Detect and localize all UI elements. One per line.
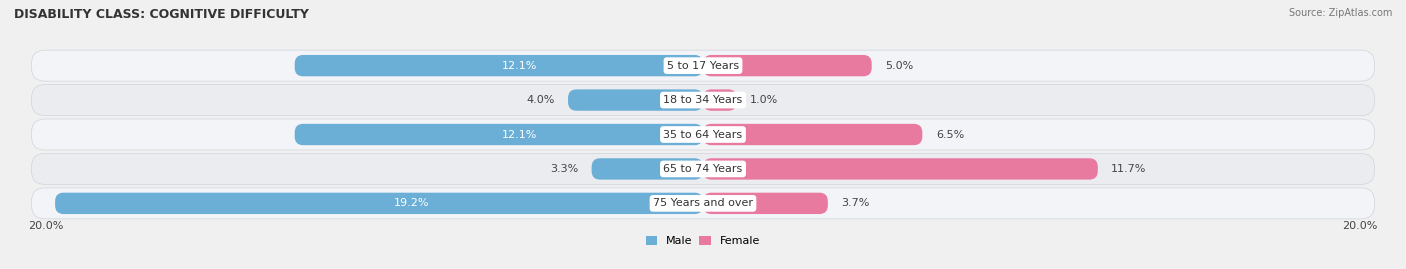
Text: Source: ZipAtlas.com: Source: ZipAtlas.com — [1288, 8, 1392, 18]
Text: 1.0%: 1.0% — [751, 95, 779, 105]
FancyBboxPatch shape — [592, 158, 703, 180]
Text: 18 to 34 Years: 18 to 34 Years — [664, 95, 742, 105]
FancyBboxPatch shape — [703, 89, 737, 111]
FancyBboxPatch shape — [55, 193, 703, 214]
Text: 12.1%: 12.1% — [502, 129, 537, 140]
Text: 65 to 74 Years: 65 to 74 Years — [664, 164, 742, 174]
FancyBboxPatch shape — [31, 153, 1375, 185]
FancyBboxPatch shape — [703, 158, 1098, 180]
FancyBboxPatch shape — [31, 119, 1375, 150]
Legend: Male, Female: Male, Female — [647, 236, 759, 246]
FancyBboxPatch shape — [295, 124, 703, 145]
Text: 6.5%: 6.5% — [936, 129, 965, 140]
Text: 12.1%: 12.1% — [502, 61, 537, 71]
Text: 19.2%: 19.2% — [394, 198, 429, 208]
Text: 11.7%: 11.7% — [1111, 164, 1147, 174]
Text: 4.0%: 4.0% — [526, 95, 554, 105]
FancyBboxPatch shape — [703, 124, 922, 145]
Text: 35 to 64 Years: 35 to 64 Years — [664, 129, 742, 140]
FancyBboxPatch shape — [703, 193, 828, 214]
Text: 5 to 17 Years: 5 to 17 Years — [666, 61, 740, 71]
FancyBboxPatch shape — [703, 55, 872, 76]
FancyBboxPatch shape — [31, 50, 1375, 81]
Text: 20.0%: 20.0% — [1343, 221, 1378, 231]
Text: 5.0%: 5.0% — [886, 61, 914, 71]
FancyBboxPatch shape — [31, 84, 1375, 116]
Text: 3.3%: 3.3% — [550, 164, 578, 174]
FancyBboxPatch shape — [295, 55, 703, 76]
Text: 20.0%: 20.0% — [28, 221, 63, 231]
FancyBboxPatch shape — [568, 89, 703, 111]
Text: 75 Years and over: 75 Years and over — [652, 198, 754, 208]
Text: DISABILITY CLASS: COGNITIVE DIFFICULTY: DISABILITY CLASS: COGNITIVE DIFFICULTY — [14, 8, 309, 21]
Text: 3.7%: 3.7% — [841, 198, 870, 208]
FancyBboxPatch shape — [31, 188, 1375, 219]
